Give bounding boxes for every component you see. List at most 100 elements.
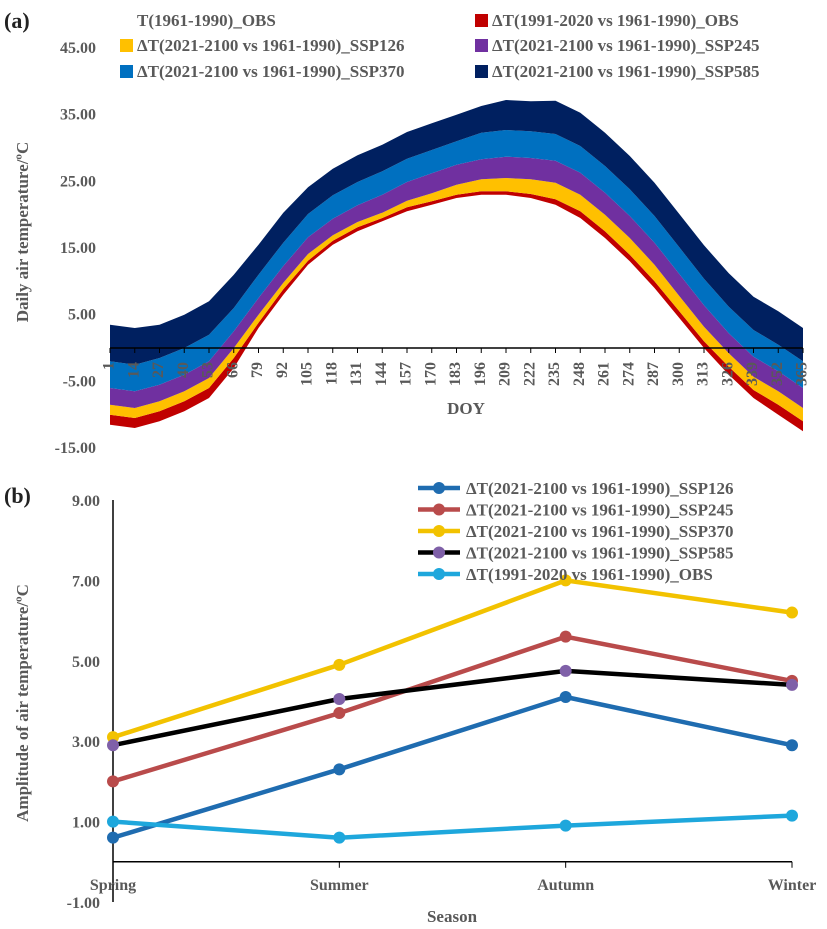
panel-a-x-tick-label: 170 [422, 362, 439, 386]
area-series-2 [110, 178, 803, 422]
panel-a-legend-label-5: ΔT(2021-2100 vs 1961-1990)_SSP585 [492, 62, 760, 81]
panel-b-legend-label-1: ΔT(2021-2100 vs 1961-1990)_SSP245 [466, 501, 734, 520]
data-point-series-2 [333, 658, 346, 671]
panel-b-line-chart: (b) Spring Summer Autumn Winter 9.00 7.00 5.00 3… [4, 479, 816, 926]
data-point-series-3 [107, 739, 119, 752]
panel-a-x-tick-label: 157 [398, 362, 415, 386]
panel-a-x-tick-label: 313 [695, 362, 712, 386]
panel-b-y-tick-label: 9.00 [72, 493, 100, 510]
panel-a-x-tick-label: 66 [224, 362, 241, 378]
panel-a-y-tick-label: -5.00 [63, 373, 96, 390]
data-point-series-4 [333, 831, 346, 844]
panel-b-y-tick-label: 1.00 [72, 815, 100, 832]
panel-a-legend-label-3: ΔT(2021-2100 vs 1961-1990)_SSP245 [492, 36, 760, 55]
panel-a-x-tick-label: 287 [645, 362, 662, 386]
data-point-series-0 [559, 690, 572, 703]
panel-b-x-axis-title: Season [427, 907, 478, 926]
line-series-1 [112, 634, 793, 784]
data-point-series-0 [786, 739, 798, 752]
data-point-series-1 [107, 775, 119, 788]
panel-a-y-tick-label: -15.00 [55, 440, 96, 457]
panel-a-x-tick-label: 261 [596, 362, 613, 386]
panel-b-legend-marker-3 [433, 546, 445, 559]
panel-a-x-tick-label: 144 [373, 362, 390, 386]
data-point-series-1 [333, 707, 346, 720]
panel-a-legend-swatch-1 [475, 14, 488, 27]
panel-a-y-tick-label: 5.00 [68, 307, 96, 324]
data-point-series-4 [786, 809, 798, 822]
panel-a-stacked-area-chart: (a) 1 14 27 40 53 66 79 92 105 118 131 144 157 170 183 1… [4, 8, 811, 457]
panel-a-legend-swatch-3 [475, 39, 488, 52]
panel-a-legend-swatch-5 [475, 65, 488, 78]
line-series-0 [112, 694, 793, 840]
panel-a-x-tick-label: 27 [150, 362, 167, 378]
panel-b-legend-marker-2 [433, 525, 445, 537]
panel-a-x-tick-label: 105 [299, 362, 316, 386]
panel-a-x-tick-label: 235 [546, 362, 563, 386]
panel-b-legend-marker-0 [433, 482, 445, 494]
panel-a-x-tick-label: 196 [472, 362, 489, 386]
data-point-series-3 [333, 692, 346, 705]
panel-a-legend-label-4: ΔT(2021-2100 vs 1961-1990)_SSP370 [137, 62, 405, 81]
line-series-3 [112, 668, 793, 748]
data-point-series-0 [107, 831, 119, 844]
data-point-series-2 [786, 606, 798, 619]
panel-a-y-tick-label: 45.00 [60, 40, 96, 57]
panel-a-y-tick-label: 25.00 [60, 173, 96, 190]
panel-a-x-tick-label: 183 [447, 362, 464, 386]
panel-a-x-tick-label: 209 [497, 362, 514, 386]
data-point-series-0 [333, 763, 346, 776]
area-series-5 [110, 100, 803, 365]
data-point-series-1 [559, 630, 572, 643]
panel-b-y-tick-label: -1.00 [67, 895, 100, 912]
panel-a-x-tick-label: 14 [125, 362, 142, 378]
data-point-series-3 [786, 678, 798, 691]
panel-a-x-tick-label: 40 [175, 362, 192, 378]
panel-a-x-tick-label: 365 [794, 362, 811, 386]
panel-a-x-tick-label: 222 [521, 362, 538, 386]
panel-a-y-tick-label: 35.00 [60, 107, 96, 124]
panel-a-x-tick-label: 339 [744, 362, 761, 386]
panel-b-x-tick-label: Autumn [537, 877, 594, 894]
panel-b-x-tick-label: Spring [90, 877, 136, 894]
panel-a-y-tick-label: 15.00 [60, 240, 96, 257]
area-series-4 [110, 130, 803, 392]
panel-a-y-axis-title: Daily air temperature/ºC [13, 142, 32, 323]
panel-b-y-tick-label: 5.00 [72, 654, 100, 671]
panel-a-x-tick-label: 274 [620, 362, 637, 386]
panel-a-label: (a) [4, 8, 30, 33]
panel-b-label: (b) [4, 483, 31, 508]
line-series-4 [112, 813, 793, 840]
panel-b-x-tick-label: Summer [310, 877, 369, 894]
panel-a-legend-label-1: ΔT(1991-2020 vs 1961-1990)_OBS [492, 11, 739, 30]
panel-b-legend-marker-4 [433, 568, 445, 580]
panel-a-x-tick-label: 79 [249, 362, 266, 378]
panel-a-x-tick-label: 326 [719, 362, 736, 386]
panel-a-x-tick-label: 118 [323, 362, 340, 385]
panel-b-legend-label-4: ΔT(1991-2020 vs 1961-1990)_OBS [466, 565, 713, 584]
panel-b-legend-label-3: ΔT(2021-2100 vs 1961-1990)_SSP585 [466, 544, 734, 563]
area-series-3 [110, 156, 803, 408]
panel-b-y-axis-title: Amplitude of air temperature/ºC [13, 584, 32, 822]
area-series-1 [110, 191, 803, 432]
panel-b-legend-label-2: ΔT(2021-2100 vs 1961-1990)_SSP370 [466, 522, 734, 541]
panel-b-x-tick-label: Winter [768, 877, 817, 894]
panel-b-y-tick-label: 7.00 [72, 573, 100, 590]
data-point-series-4 [559, 819, 572, 832]
data-point-series-2 [559, 574, 572, 587]
panel-a-x-tick-label: 131 [348, 362, 365, 386]
panel-a-x-tick-label: 1 [101, 362, 118, 370]
panel-a-legend-swatch-2 [120, 39, 133, 52]
panel-a-x-tick-label: 300 [670, 362, 687, 386]
panel-b-legend-marker-1 [433, 503, 445, 516]
panel-a-x-tick-label: 92 [274, 362, 291, 378]
line-series-2 [112, 578, 793, 740]
panel-a-legend-label-0: T(1961-1990)_OBS [137, 11, 276, 30]
panel-a-x-tick-label: 53 [200, 362, 217, 378]
panel-a-x-tick-label: 352 [769, 362, 786, 386]
panel-a-x-axis-title: DOY [447, 399, 485, 418]
data-point-series-3 [559, 664, 572, 677]
panel-a-legend-label-2: ΔT(2021-2100 vs 1961-1990)_SSP126 [137, 36, 405, 55]
panel-b-y-tick-label: 3.00 [72, 734, 100, 751]
